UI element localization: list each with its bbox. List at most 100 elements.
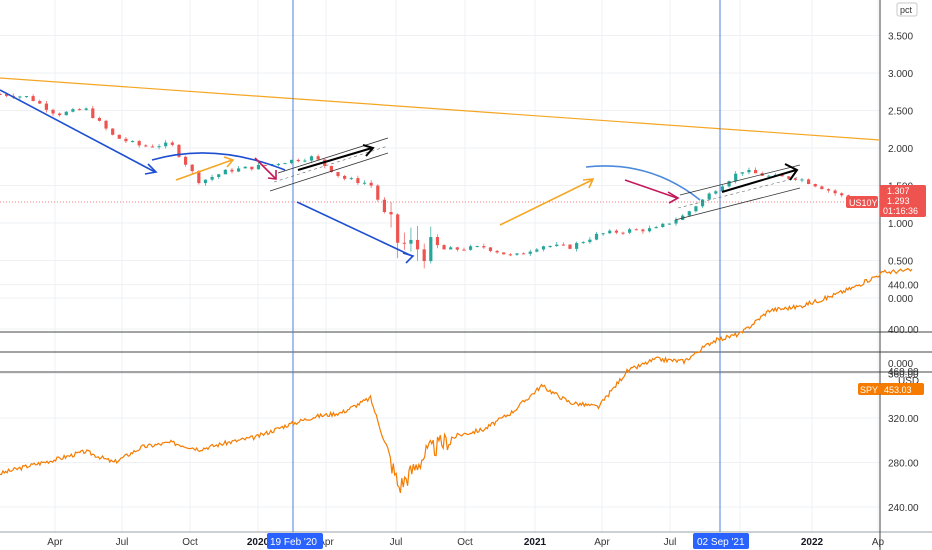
candle — [468, 246, 473, 250]
channel-upper-1 — [277, 137, 389, 174]
long-trend-line[interactable] — [0, 77, 881, 141]
spy-symbol-label[interactable]: SPY — [858, 383, 880, 395]
candle — [522, 253, 526, 255]
y-tick-label: 0.500 — [888, 257, 913, 268]
candle — [329, 165, 333, 173]
candle — [97, 117, 102, 121]
svg-text:1.293: 1.293 — [887, 196, 910, 206]
candle — [793, 178, 797, 180]
spy-line — [0, 267, 913, 494]
candle — [276, 163, 280, 165]
channel-mid-2 — [677, 176, 801, 209]
candle — [541, 246, 546, 250]
candle — [77, 109, 82, 111]
candle — [647, 228, 652, 232]
candle — [787, 176, 791, 179]
arrow-head — [582, 178, 595, 189]
candle — [548, 245, 552, 247]
candle — [581, 242, 585, 244]
y-tick-label: 1.000 — [888, 219, 913, 230]
arrow-head — [362, 144, 375, 157]
candle — [687, 211, 691, 216]
arc-top-2 — [585, 165, 701, 201]
x-tick-label: Apr — [594, 537, 610, 548]
candle — [376, 185, 380, 200]
arrow-head — [402, 252, 415, 264]
svg-text:pct: pct — [900, 5, 913, 15]
candle — [51, 109, 55, 114]
candle — [230, 169, 234, 172]
candle — [634, 229, 638, 231]
candle — [449, 247, 453, 250]
candle — [700, 199, 705, 207]
candle — [495, 250, 499, 253]
us10y-symbol-label[interactable]: US10Y — [846, 196, 878, 208]
candle — [575, 243, 579, 249]
candle — [515, 253, 519, 255]
candle — [767, 175, 771, 177]
y-axis-bottom: 440.00 400.00 360.00 320.00 280.00 240.00 — [888, 281, 919, 514]
candle — [601, 233, 605, 235]
candle — [475, 246, 479, 248]
svg-text:01:16:36: 01:16:36 — [883, 206, 918, 216]
candle — [740, 172, 744, 174]
candle — [157, 146, 161, 148]
candle — [661, 223, 665, 228]
candle — [674, 219, 678, 224]
candle — [130, 141, 135, 143]
candle — [508, 254, 512, 256]
trend-arrow-up-black-2 — [721, 169, 797, 193]
x-tick-label: Jul — [390, 537, 403, 548]
spy-top-tick: 460.00 — [888, 367, 919, 378]
candle — [667, 223, 672, 225]
svg-text:SPY: SPY — [860, 385, 878, 395]
candle — [488, 247, 493, 251]
candle — [654, 227, 658, 229]
candle — [734, 173, 738, 182]
candle — [396, 214, 400, 243]
candle — [568, 244, 572, 249]
candle — [747, 169, 751, 173]
candle — [18, 96, 22, 98]
candle — [356, 178, 360, 184]
candle — [296, 159, 300, 162]
candle — [203, 179, 208, 184]
channel-lower-2 — [674, 187, 801, 221]
candle — [117, 134, 121, 139]
candle — [309, 156, 314, 161]
candle — [442, 245, 446, 250]
svg-text:US10Y: US10Y — [849, 198, 878, 208]
candle — [250, 166, 254, 170]
candle — [535, 249, 539, 252]
candle — [190, 164, 194, 172]
candle — [44, 103, 48, 110]
svg-text:02 Sep '21: 02 Sep '21 — [697, 537, 745, 548]
channel-lower-1 — [269, 152, 389, 192]
candle — [0, 94, 2, 95]
trend-arrow-up-black-1 — [297, 147, 373, 171]
candle — [807, 179, 811, 185]
candle — [124, 138, 128, 142]
x-tick-label: Oct — [457, 537, 473, 548]
candle — [237, 168, 241, 172]
candle — [840, 193, 844, 196]
candle — [349, 178, 353, 180]
candle — [594, 233, 599, 240]
x-tick-label: 2020 — [247, 537, 270, 548]
marker-label-feb20: 19 Feb '20 — [267, 533, 323, 549]
y-tick-label: 3.000 — [888, 69, 913, 80]
candle — [170, 142, 174, 145]
y-tick-label: 280.00 — [888, 459, 919, 470]
scale-button[interactable]: pct — [896, 2, 918, 17]
spy-price-box: 453.03 — [880, 383, 924, 395]
trend-arrow-red-1 — [254, 157, 276, 179]
y-tick-label: 0.000 — [888, 294, 913, 305]
candle — [800, 179, 804, 181]
channel-upper-2 — [679, 164, 801, 196]
us10y-price-box: 1.307 1.293 01:16:36 — [880, 185, 926, 217]
candle — [197, 171, 201, 184]
candle — [402, 242, 406, 244]
